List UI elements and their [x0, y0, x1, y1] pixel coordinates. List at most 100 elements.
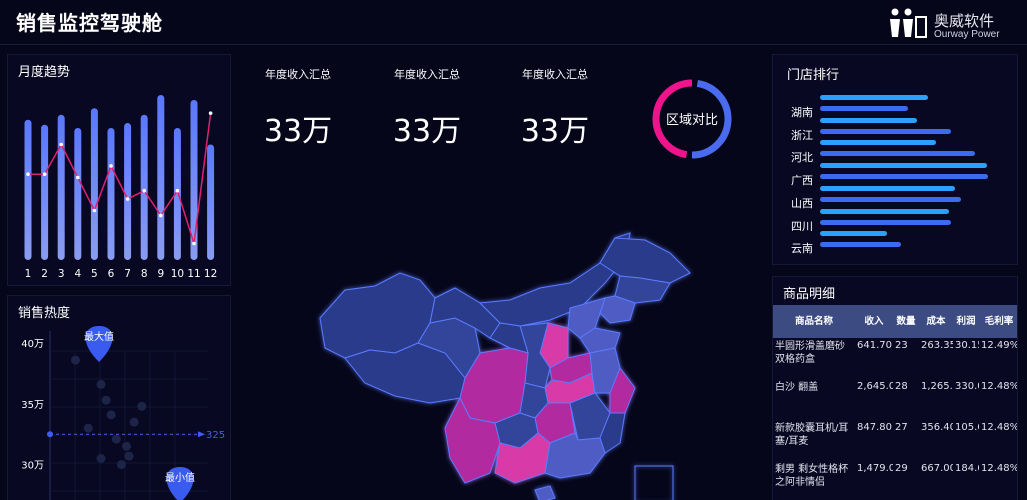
monthly-trend-chart: 1 2 3 4 5 6 7 8 9 10 11 12 — [24, 95, 217, 280]
scatter-point[interactable] — [83, 423, 93, 433]
table-row[interactable]: 半圆形滑盖磨砂双格药盒 641.70 23 263.35 30.15 12.49… — [773, 338, 1018, 379]
cell: 23 — [895, 340, 908, 351]
cell: 1,479.00 — [857, 463, 893, 474]
scatter-point[interactable] — [96, 454, 106, 463]
monthly-bar[interactable] — [74, 128, 82, 260]
table-row[interactable]: 白沙 翻盖 2,645.00 28 1,265.00 330.00 12.48% — [773, 379, 1017, 420]
store-rank-label: 河北 — [791, 151, 813, 165]
store-rank-label: 山西 — [791, 196, 813, 210]
header: 销售监控驾驶舱 奥威软件 Ourway Power — [0, 0, 1027, 45]
monthly-trend-point[interactable] — [109, 164, 113, 168]
monthly-trend-point[interactable] — [26, 172, 30, 176]
cell: 12.49% — [981, 340, 1018, 351]
store-rank-bar[interactable] — [820, 219, 951, 225]
store-rank-bar[interactable] — [820, 106, 908, 111]
donut-slice[interactable] — [691, 79, 732, 159]
scatter-point[interactable] — [137, 401, 147, 411]
scatter-point[interactable] — [106, 410, 116, 420]
store-rank-bar[interactable] — [820, 128, 951, 134]
china-map[interactable] — [300, 228, 720, 500]
store-rank-bar[interactable] — [820, 174, 989, 180]
map-region-hainan — [534, 485, 556, 500]
month-tick-label: 11 — [187, 268, 200, 280]
month-tick-label: 2 — [41, 268, 48, 280]
sales-heat-panel: 销售热度 40万 35万 30万 325 最大值 最小值 — [7, 295, 231, 500]
store-rank-bar[interactable] — [820, 95, 928, 100]
monthly-trend-point[interactable] — [76, 175, 80, 180]
cell-product-name: 白沙 翻盖 — [775, 382, 819, 393]
monthly-trend-point[interactable] — [92, 208, 97, 213]
store-rank-label: 四川 — [791, 219, 813, 233]
cell-product-name: 半圆形滑盖磨砂双格药盒 — [775, 341, 845, 365]
cell: 1,265.00 — [921, 381, 953, 392]
monthly-trend-point[interactable] — [192, 241, 196, 246]
table-row[interactable]: 剩男 剩女性格杯之阿非情侣 1,479.00 29 667.00 184.60 … — [773, 461, 1018, 500]
min-value-marker[interactable]: 最小值 — [165, 467, 195, 500]
monthly-bar[interactable] — [140, 114, 148, 260]
scatter-point[interactable] — [71, 355, 80, 365]
cell: 12.48% — [981, 463, 1018, 474]
product-detail-title: 商品明细 — [783, 287, 836, 302]
month-tick-label: 9 — [157, 268, 164, 280]
monthly-trend-line — [28, 113, 212, 244]
store-rank-bar[interactable] — [820, 231, 888, 237]
scatter-point[interactable] — [124, 451, 134, 461]
col-header[interactable]: 利润 — [953, 305, 979, 338]
store-rank-bar[interactable] — [820, 242, 901, 248]
monthly-bar[interactable] — [41, 124, 49, 260]
month-tick-label: 1 — [25, 268, 32, 280]
scatter-point[interactable] — [122, 441, 131, 451]
cell: 105.60 — [955, 422, 979, 433]
col-header[interactable]: 商品名称 — [773, 305, 855, 338]
monthly-bar[interactable] — [57, 114, 65, 260]
store-ranking-panel: 门店排行 湖南 浙江 河北 广西 山西 四川 云南 — [772, 54, 1018, 265]
logo-icon — [890, 8, 927, 38]
col-header[interactable]: 收入 — [855, 305, 893, 338]
col-header[interactable]: 成本 — [919, 305, 953, 338]
monthly-bar[interactable] — [173, 128, 181, 260]
cell: 667.00 — [921, 463, 953, 474]
monthly-bar[interactable] — [90, 108, 98, 260]
store-rank-bar[interactable] — [820, 117, 917, 123]
donut-slice[interactable] — [652, 79, 693, 159]
col-header[interactable]: 毛利率 — [979, 305, 1017, 338]
store-rank-bar[interactable] — [820, 196, 962, 202]
col-header[interactable]: 数量 — [893, 305, 919, 338]
monthly-trend-point[interactable] — [42, 172, 47, 176]
cell: 847.80 — [857, 422, 892, 433]
month-tick-label: 3 — [58, 268, 65, 280]
monthly-trend-point[interactable] — [175, 188, 180, 193]
monthly-bar[interactable] — [207, 144, 215, 261]
monthly-trend-title: 月度趋势 — [18, 65, 71, 80]
table-row[interactable]: 新款胶囊耳机/耳塞/耳麦 847.80 27 356.40 105.60 12.… — [773, 420, 1017, 461]
store-rank-bar[interactable] — [820, 208, 950, 214]
store-rank-bar[interactable] — [820, 151, 975, 157]
page-title: 销售监控驾驶舱 — [16, 11, 163, 35]
scatter-point[interactable] — [116, 460, 126, 470]
cell: 29 — [895, 463, 908, 474]
scatter-point[interactable] — [111, 434, 121, 444]
scatter-point[interactable] — [101, 395, 111, 405]
region-compare-donut[interactable]: 区域对比 — [647, 74, 737, 164]
cell: 263.35 — [921, 340, 953, 351]
monthly-trend-point[interactable] — [125, 197, 130, 201]
monthly-trend-panel: 月度趋势 1 2 3 4 5 6 7 8 9 10 11 12 — [7, 54, 231, 286]
monthly-trend-point[interactable] — [142, 188, 146, 193]
map-region-guangdong — [544, 432, 606, 479]
max-value-marker[interactable]: 最大值 — [84, 326, 114, 362]
monthly-bar[interactable] — [157, 95, 165, 260]
cell-product-name: 新款胶囊耳机/耳塞/耳麦 — [775, 423, 849, 447]
monthly-trend-point[interactable] — [208, 111, 213, 115]
monthly-bar[interactable] — [107, 128, 115, 260]
monthly-trend-point[interactable] — [159, 213, 163, 218]
store-rank-bar[interactable] — [820, 185, 955, 191]
scatter-point[interactable] — [96, 379, 106, 389]
monthly-bar[interactable] — [124, 123, 132, 260]
map-region-shandong — [579, 327, 621, 354]
monthly-bar[interactable] — [190, 99, 198, 260]
monthly-trend-point[interactable] — [59, 142, 63, 147]
monthly-bar[interactable] — [24, 119, 32, 260]
scatter-point[interactable] — [129, 417, 139, 427]
store-rank-bar[interactable] — [820, 140, 936, 146]
store-rank-bar[interactable] — [820, 163, 987, 169]
